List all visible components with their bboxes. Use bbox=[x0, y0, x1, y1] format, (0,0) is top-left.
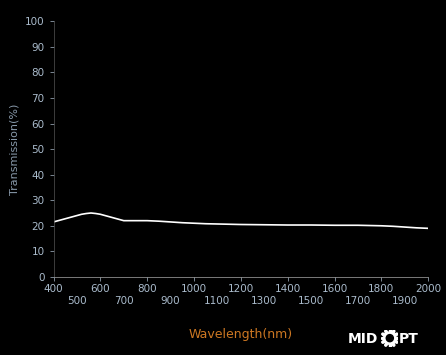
Text: Wavelength(nm): Wavelength(nm) bbox=[189, 328, 293, 341]
Text: MID: MID bbox=[348, 332, 378, 346]
Circle shape bbox=[384, 332, 396, 344]
Y-axis label: Transmission(%): Transmission(%) bbox=[9, 103, 19, 195]
Circle shape bbox=[386, 334, 393, 342]
Text: PT: PT bbox=[399, 332, 419, 346]
